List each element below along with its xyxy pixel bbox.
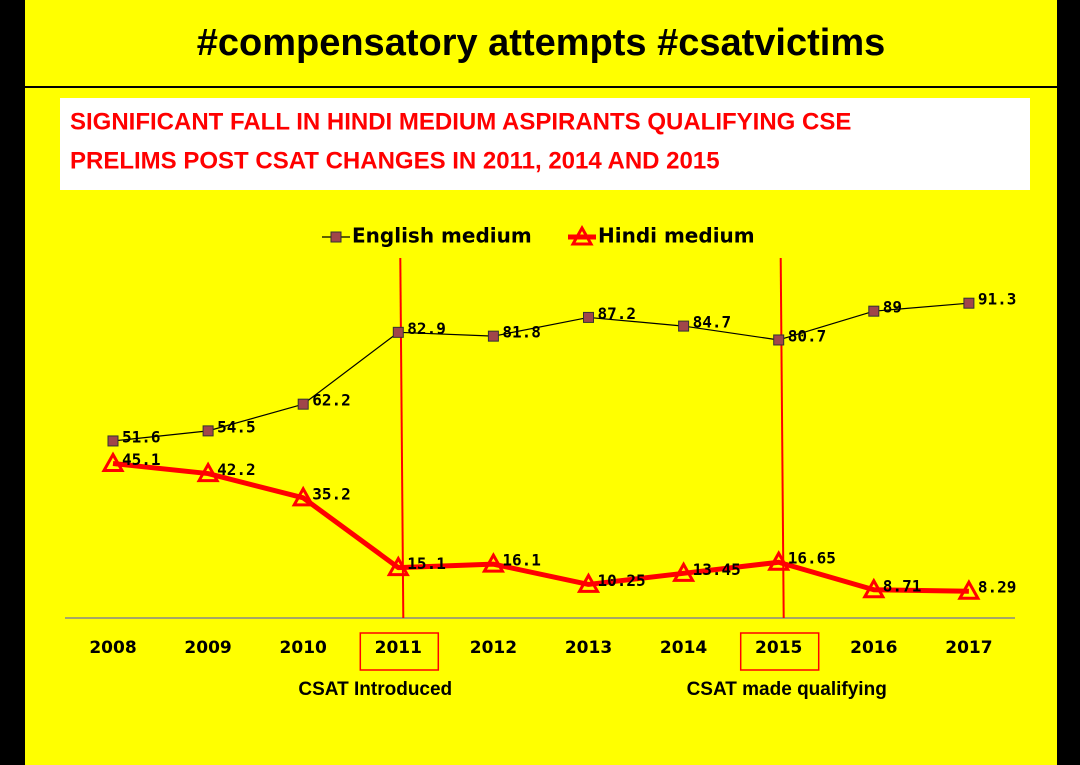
annotation-line: [779, 257, 785, 619]
data-label: 8.29: [978, 578, 1017, 597]
legend-marker: [570, 224, 594, 246]
x-tick-label: 2013: [565, 638, 612, 658]
marker: [196, 461, 220, 483]
data-label: 54.5: [217, 417, 256, 436]
annotation-box: [739, 632, 820, 671]
x-tick-label: 2011: [375, 638, 422, 658]
x-tick-label: 2016: [850, 638, 897, 658]
header: #compensatory attempts #csatvictims: [197, 22, 886, 64]
marker: [583, 311, 594, 323]
data-label: 45.1: [122, 450, 161, 469]
marker: [767, 550, 791, 571]
marker: [202, 425, 214, 437]
x-tick-label: 2009: [184, 638, 231, 658]
x-tick-label: 2015: [755, 638, 802, 658]
annotation-line: [399, 257, 405, 619]
marker: [386, 555, 410, 577]
data-label: 91.3: [978, 290, 1017, 309]
data-label: 8.71: [883, 576, 922, 595]
annotation-box: [359, 632, 440, 671]
data-label: 15.1: [407, 554, 446, 573]
data-label: 51.6: [122, 427, 161, 446]
marker: [773, 334, 785, 346]
legend-marker: [330, 231, 342, 243]
data-label: 16.65: [788, 549, 836, 568]
title-box: [60, 98, 1030, 190]
data-label: 42.2: [217, 460, 256, 479]
x-tick-label: 2008: [89, 638, 136, 658]
marker: [678, 320, 690, 332]
data-label: 13.45: [693, 560, 741, 579]
data-label: 10.25: [598, 571, 646, 590]
annotation: CSAT Introduced: [298, 679, 452, 700]
data-label: 81.8: [502, 323, 541, 342]
x-tick-label: 2017: [945, 638, 992, 658]
marker: [576, 572, 601, 593]
x-tick-label: 2012: [470, 638, 517, 658]
series-line: [112, 302, 969, 442]
data-label: 16.1: [502, 551, 541, 570]
x-tick-label: 2014: [660, 638, 707, 658]
series-line: [112, 461, 969, 594]
legend-label: English medium: [352, 224, 532, 248]
marker: [481, 552, 505, 573]
marker: [963, 297, 975, 309]
marker: [957, 579, 981, 600]
data-label: 35.2: [312, 484, 351, 503]
data-label: 80.7: [788, 326, 827, 345]
marker: [487, 330, 499, 342]
chart-title: PRELIMS POST CSAT CHANGES IN 2011, 2014 …: [70, 147, 720, 174]
data-label: 84.7: [693, 313, 732, 332]
data-label: 62.2: [312, 391, 351, 410]
legend-label: Hindi medium: [598, 224, 755, 248]
marker: [868, 305, 880, 317]
data-label: 87.2: [598, 304, 637, 323]
marker: [101, 451, 125, 473]
marker: [392, 326, 404, 338]
marker: [107, 435, 119, 447]
data-label: 89: [883, 298, 902, 317]
marker: [291, 485, 315, 507]
marker: [672, 561, 696, 582]
marker: [862, 577, 886, 599]
marker: [297, 398, 309, 410]
annotation: CSAT made qualifying: [687, 679, 887, 700]
chart-title: SIGNIFICANT FALL IN HINDI MEDIUM ASPIRAN…: [70, 108, 851, 135]
x-tick-label: 2010: [280, 638, 327, 658]
data-label: 82.9: [407, 319, 446, 338]
